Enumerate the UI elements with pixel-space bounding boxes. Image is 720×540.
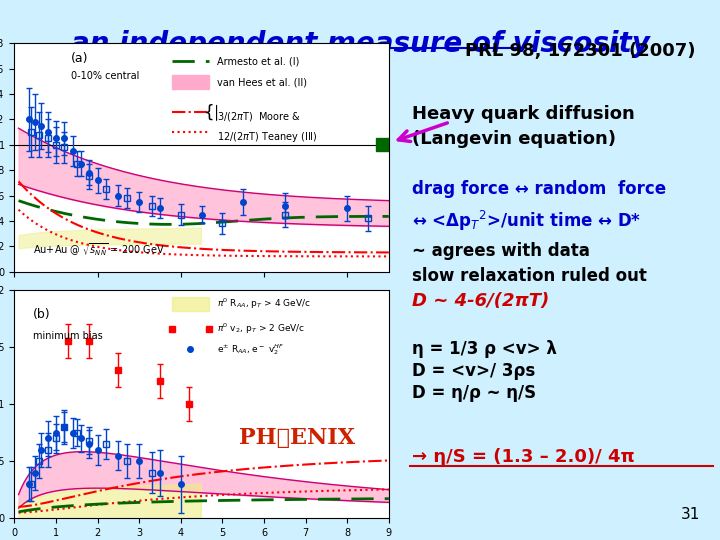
Text: ~ agrees with data
slow relaxation ruled out: ~ agrees with data slow relaxation ruled… <box>412 242 647 285</box>
3/(2$\pi$T)  Moore & <box>29 193 37 200</box>
Text: {: { <box>204 104 215 122</box>
Line: 3/(2$\pi$T)  Moore &: 3/(2$\pi$T) Moore & <box>19 181 389 252</box>
Text: PRL 98, 172301 (2007): PRL 98, 172301 (2007) <box>464 42 696 60</box>
12/(2$\pi$T) Teaney (III) <box>14 206 23 213</box>
Armesto et al. (I) <box>368 213 377 220</box>
Text: (b): (b) <box>33 308 50 321</box>
Text: → η/S = (1.3 – 2.0)/ 4π: → η/S = (1.3 – 2.0)/ 4π <box>412 448 635 466</box>
Text: minimum bias: minimum bias <box>33 331 103 341</box>
Text: van Hees et al. (II): van Hees et al. (II) <box>217 77 307 87</box>
Bar <box>377 138 389 151</box>
Text: PH✦ENIX: PH✦ENIX <box>239 428 355 449</box>
Text: 31: 31 <box>680 507 700 522</box>
12/(2$\pi$T) Teaney (III) <box>113 247 122 253</box>
Text: D = <v>/ 3ρs: D = <v>/ 3ρs <box>412 362 535 380</box>
Text: an independent measure of viscosity: an independent measure of viscosity <box>71 30 649 58</box>
Text: $\pi^0$ R$_{AA}$, p$_T$ > 4 GeV/c: $\pi^0$ R$_{AA}$, p$_T$ > 4 GeV/c <box>217 296 310 311</box>
Text: Heavy quark diffusion
(Langevin equation): Heavy quark diffusion (Langevin equation… <box>412 105 635 148</box>
3/(2$\pi$T)  Moore & <box>353 249 361 255</box>
Armesto et al. (I) <box>37 204 45 211</box>
12/(2$\pi$T) Teaney (III) <box>366 253 374 260</box>
3/(2$\pi$T)  Moore & <box>37 200 45 206</box>
Text: D ~ 4-6/(2πT): D ~ 4-6/(2πT) <box>412 292 549 310</box>
Text: an independent measure of viscosity: an independent measure of viscosity <box>71 30 649 58</box>
Text: $\pi^0$ v$_2$, p$_T$ > 2 GeV/c: $\pi^0$ v$_2$, p$_T$ > 2 GeV/c <box>217 322 305 336</box>
FancyBboxPatch shape <box>171 297 209 310</box>
Text: 12/(2$\pi$T) Teaney (III): 12/(2$\pi$T) Teaney (III) <box>217 130 318 144</box>
3/(2$\pi$T)  Moore & <box>384 249 393 255</box>
12/(2$\pi$T) Teaney (III) <box>384 253 393 260</box>
FancyBboxPatch shape <box>171 75 209 89</box>
Armesto et al. (I) <box>14 198 23 204</box>
3/(2$\pi$T)  Moore & <box>113 235 122 241</box>
Text: 0-10% central: 0-10% central <box>71 71 139 80</box>
12/(2$\pi$T) Teaney (III) <box>83 241 91 248</box>
Armesto et al. (I) <box>384 213 393 220</box>
Line: Armesto et al. (I): Armesto et al. (I) <box>19 201 389 225</box>
Armesto et al. (I) <box>165 221 174 228</box>
3/(2$\pi$T)  Moore & <box>366 249 374 255</box>
Text: drag force ↔ random  force
↔ <Δp$_T$$^2$>/unit time ↔ D*: drag force ↔ random force ↔ <Δp$_T$$^2$>… <box>412 180 666 233</box>
12/(2$\pi$T) Teaney (III) <box>29 219 37 225</box>
12/(2$\pi$T) Teaney (III) <box>37 224 45 230</box>
12/(2$\pi$T) Teaney (III) <box>353 253 361 260</box>
Text: Au+Au @ $\sqrt{s_{NN}}$ = 200 GeV: Au+Au @ $\sqrt{s_{NN}}$ = 200 GeV <box>33 241 165 258</box>
Text: η = 1/3 ρ <v> λ: η = 1/3 ρ <v> λ <box>412 340 557 358</box>
Armesto et al. (I) <box>29 202 37 209</box>
Text: (a): (a) <box>71 52 88 65</box>
Armesto et al. (I) <box>83 214 91 221</box>
Text: Armesto et al. (I): Armesto et al. (I) <box>217 57 299 66</box>
Armesto et al. (I) <box>355 213 364 220</box>
Armesto et al. (I) <box>113 219 122 225</box>
Line: 12/(2$\pi$T) Teaney (III): 12/(2$\pi$T) Teaney (III) <box>19 210 389 256</box>
Text: e$^{\pm}$ R$_{AA}$, e$^-$ v$_2^{HF}$: e$^{\pm}$ R$_{AA}$, e$^-$ v$_2^{HF}$ <box>217 342 284 357</box>
3/(2$\pi$T)  Moore & <box>83 226 91 232</box>
Text: D = η/ρ ~ η/S: D = η/ρ ~ η/S <box>412 384 536 402</box>
3/(2$\pi$T)  Moore & <box>14 178 23 185</box>
Text: 3/(2$\pi$T)  Moore &: 3/(2$\pi$T) Moore & <box>217 110 301 123</box>
